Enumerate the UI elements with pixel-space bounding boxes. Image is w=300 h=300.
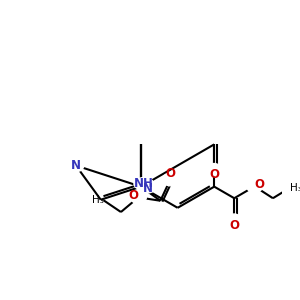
- Text: O: O: [255, 178, 265, 190]
- Text: H₃: H₃: [290, 182, 300, 193]
- Ellipse shape: [130, 191, 146, 204]
- Ellipse shape: [140, 181, 156, 193]
- Text: O: O: [128, 190, 138, 202]
- Text: N: N: [71, 159, 81, 172]
- Text: H₃: H₃: [92, 195, 104, 205]
- Text: N: N: [143, 182, 153, 195]
- Ellipse shape: [68, 159, 84, 172]
- Text: O: O: [229, 219, 239, 232]
- Text: O: O: [166, 167, 176, 181]
- Ellipse shape: [227, 214, 241, 226]
- Ellipse shape: [247, 180, 262, 193]
- Ellipse shape: [162, 173, 178, 186]
- Text: O: O: [209, 168, 219, 181]
- Ellipse shape: [207, 164, 221, 176]
- Text: NH: NH: [134, 177, 154, 190]
- Ellipse shape: [134, 178, 154, 190]
